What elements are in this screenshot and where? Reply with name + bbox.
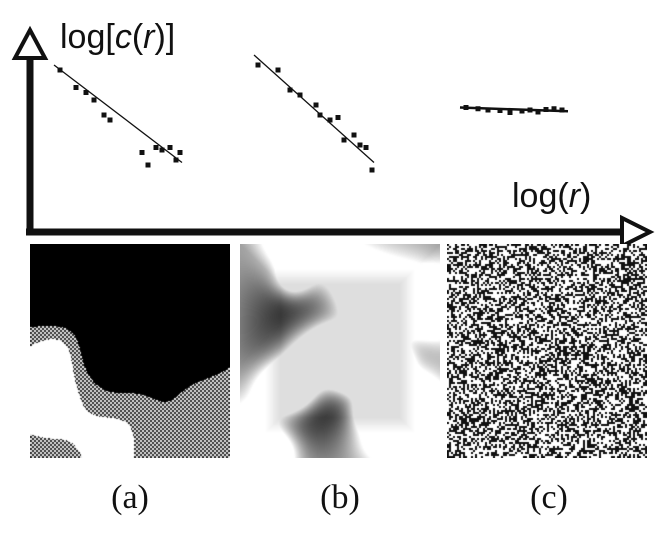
data-point-b-9 bbox=[351, 132, 357, 138]
data-point-a-12 bbox=[177, 150, 183, 155]
data-point-a-5 bbox=[107, 117, 113, 123]
panel-caption-a: (a) bbox=[111, 479, 149, 516]
panel-image-b bbox=[240, 244, 440, 458]
data-point-c-8 bbox=[543, 107, 549, 112]
x-axis-arrow-icon bbox=[620, 214, 655, 250]
x-axis bbox=[26, 214, 655, 250]
data-point-a-7 bbox=[145, 162, 151, 168]
data-point-c-1 bbox=[475, 106, 481, 112]
fit-line-a bbox=[53, 64, 183, 164]
panel-image-c bbox=[447, 244, 647, 458]
panel-image-a bbox=[30, 244, 230, 458]
data-point-c-10 bbox=[559, 107, 565, 113]
data-point-a-11 bbox=[173, 157, 179, 163]
data-point-a-4 bbox=[101, 112, 107, 118]
data-point-a-1 bbox=[73, 85, 79, 90]
data-point-b-2 bbox=[287, 87, 293, 93]
data-point-a-2 bbox=[83, 90, 89, 95]
data-point-c-2 bbox=[485, 107, 491, 113]
data-point-b-0 bbox=[255, 62, 261, 68]
data-point-b-12 bbox=[369, 167, 375, 173]
data-point-c-9 bbox=[551, 106, 557, 112]
data-point-b-11 bbox=[363, 145, 369, 150]
data-point-b-6 bbox=[327, 117, 333, 123]
data-point-b-8 bbox=[341, 137, 347, 143]
data-point-a-3 bbox=[91, 97, 97, 103]
data-point-a-9 bbox=[159, 147, 165, 153]
y-axis-arrow-icon bbox=[11, 25, 49, 60]
panel-caption-c: (c) bbox=[530, 479, 568, 516]
data-point-b-10 bbox=[357, 142, 363, 148]
y-axis-title: log[c(r)] bbox=[60, 18, 175, 56]
data-point-b-5 bbox=[317, 112, 323, 118]
data-point-b-1 bbox=[275, 67, 281, 73]
data-point-c-5 bbox=[519, 108, 525, 114]
data-point-a-0 bbox=[57, 67, 63, 73]
data-point-c-6 bbox=[527, 107, 533, 113]
fit-line-b bbox=[253, 54, 375, 163]
x-axis-title: log(r) bbox=[512, 177, 591, 215]
data-point-c-0 bbox=[463, 105, 469, 110]
y-axis bbox=[11, 25, 49, 232]
data-point-a-10 bbox=[167, 145, 173, 150]
data-point-b-7 bbox=[335, 115, 341, 120]
data-point-a-6 bbox=[139, 150, 145, 155]
data-point-c-4 bbox=[507, 110, 513, 115]
data-point-b-3 bbox=[297, 92, 303, 98]
data-point-c-3 bbox=[497, 108, 503, 113]
data-point-b-4 bbox=[313, 102, 319, 108]
data-point-c-7 bbox=[535, 109, 541, 115]
plot-panels bbox=[53, 54, 569, 173]
data-point-a-8 bbox=[153, 145, 159, 150]
panel-caption-b: (b) bbox=[320, 479, 360, 516]
